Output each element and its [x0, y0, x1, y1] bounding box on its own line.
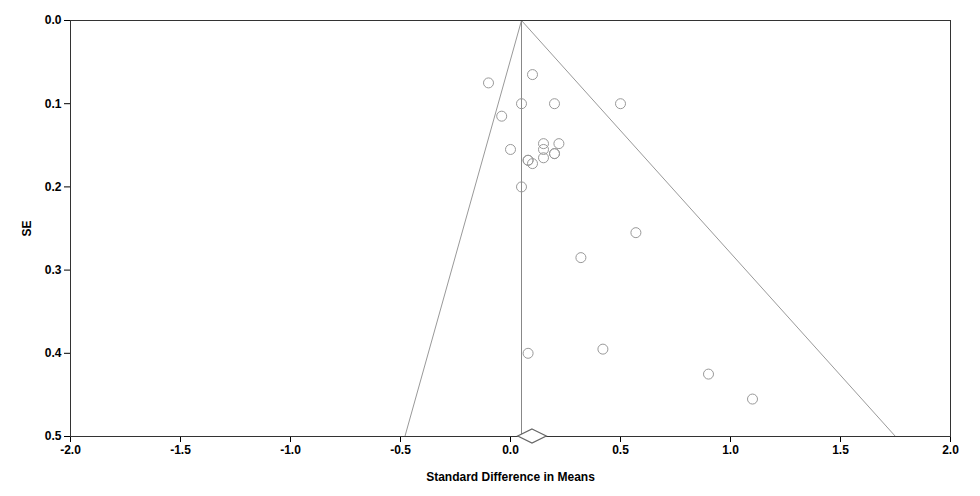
svg-text:0.2: 0.2 [45, 180, 62, 194]
svg-text:-1.0: -1.0 [280, 443, 301, 457]
svg-text:0.1: 0.1 [45, 97, 62, 111]
svg-text:-2.0: -2.0 [60, 443, 81, 457]
svg-text:-0.5: -0.5 [390, 443, 411, 457]
svg-text:SE: SE [20, 220, 34, 236]
svg-text:1.0: 1.0 [722, 443, 739, 457]
svg-text:Standard Difference in Means: Standard Difference in Means [426, 470, 595, 484]
svg-text:2.0: 2.0 [942, 443, 959, 457]
svg-text:-1.5: -1.5 [170, 443, 191, 457]
svg-text:0.0: 0.0 [502, 443, 519, 457]
svg-text:0.5: 0.5 [45, 429, 62, 443]
svg-text:1.5: 1.5 [832, 443, 849, 457]
svg-text:0.0: 0.0 [45, 13, 62, 27]
svg-text:0.3: 0.3 [45, 263, 62, 277]
svg-text:0.4: 0.4 [45, 346, 62, 360]
svg-text:0.5: 0.5 [612, 443, 629, 457]
